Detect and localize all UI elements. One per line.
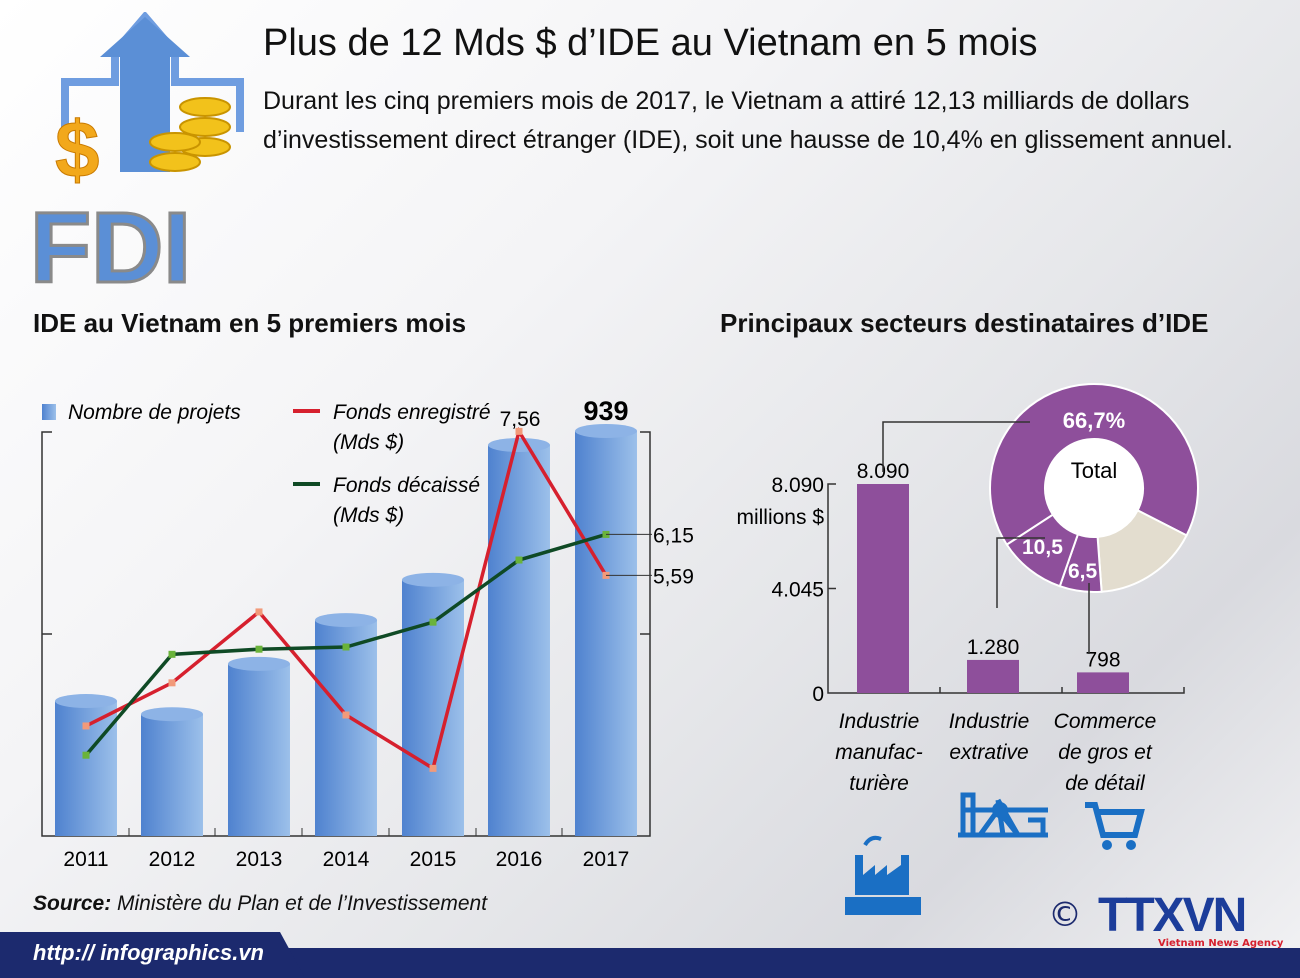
point-2012 xyxy=(168,650,176,658)
category-label: de détail xyxy=(1065,772,1146,795)
bar-cap xyxy=(228,656,290,671)
point-2015 xyxy=(429,618,437,626)
sector-bar xyxy=(967,659,1019,693)
left-chart-title: IDE au Vietnam en 5 premiers mois xyxy=(33,308,467,338)
logo-text: FDI xyxy=(30,192,191,292)
page-subtitle: Durant les cinq premiers mois de 2017, l… xyxy=(263,87,1233,154)
point-2016 xyxy=(515,556,523,564)
agency-subtitle: Vietnam News Agency xyxy=(1158,938,1284,949)
sector-bar xyxy=(1077,672,1129,693)
oil-pump-wheel xyxy=(992,802,1008,818)
point-2013 xyxy=(255,645,263,653)
category-label: extrative xyxy=(949,741,1028,764)
x-label: 2015 xyxy=(410,848,457,871)
slice-label: 6,5 xyxy=(1068,560,1098,583)
x-label: 2012 xyxy=(149,848,196,871)
category-label: Industrie xyxy=(949,710,1030,733)
bar-cap xyxy=(488,438,550,453)
y-tick: 0 xyxy=(812,683,824,706)
source-text: Ministère du Plan et de l’Investissement xyxy=(111,892,488,915)
x-label: 2014 xyxy=(323,848,370,871)
legend-bar-swatch xyxy=(42,404,56,420)
bar-cap xyxy=(55,694,117,709)
point-2016 xyxy=(515,427,523,435)
source-label: Source: xyxy=(33,892,112,915)
bar-cap xyxy=(402,572,464,587)
bar-2013 xyxy=(228,663,290,836)
category-label: de gros et xyxy=(1058,741,1153,764)
x-label: 2013 xyxy=(236,848,283,871)
bar-cap xyxy=(575,424,637,438)
bar-2011 xyxy=(55,701,117,836)
point-2011 xyxy=(82,751,90,759)
category-label: Industrie xyxy=(839,710,920,733)
legend-red-2: (Mds $) xyxy=(333,431,404,454)
bar-2012 xyxy=(141,714,203,836)
bar-2015 xyxy=(402,579,464,836)
cart-wheel xyxy=(1126,840,1136,850)
point-2014 xyxy=(342,643,350,651)
bar-2016 xyxy=(488,445,550,836)
fdi-combo-chart: Nombre de projets Fonds enregistré (Mds … xyxy=(41,396,694,871)
footer-bar xyxy=(0,932,1300,978)
leader-lines xyxy=(882,421,1090,654)
website-link[interactable]: http:// infographics.vn xyxy=(33,940,264,965)
point-2012 xyxy=(168,679,176,687)
x-label: 2016 xyxy=(496,848,543,871)
legend-green-1: Fonds décaissé xyxy=(333,474,480,497)
category-label: manufac- xyxy=(835,741,923,764)
bar-cap xyxy=(315,613,377,628)
y-axis-unit: millions $ xyxy=(736,506,824,529)
source-note: Source: Ministère du Plan et de l’Invest… xyxy=(33,892,487,916)
y-tick: 8.090 xyxy=(771,474,824,497)
factory-shape xyxy=(845,855,921,915)
right-chart-title: Principaux secteurs destinataires d’IDE xyxy=(720,308,1209,338)
donut-center-label: Total xyxy=(1071,458,1117,483)
donut-hole xyxy=(1045,439,1143,537)
point-2014 xyxy=(342,711,350,719)
svg-text:$: $ xyxy=(55,105,100,194)
point-2013 xyxy=(255,608,263,616)
smoke xyxy=(863,835,882,847)
bar-cap xyxy=(141,707,203,722)
fdi-logo: $ FDI xyxy=(29,12,244,292)
cart-body xyxy=(1085,802,1145,838)
category-label: Commerce xyxy=(1054,710,1157,733)
page-title: Plus de 12 Mds $ d’IDE au Vietnam en 5 m… xyxy=(263,22,1038,64)
y-tick: 4.045 xyxy=(771,579,824,602)
factory-icon xyxy=(845,835,921,915)
label-939: 939 xyxy=(583,396,628,426)
x-label: 2011 xyxy=(63,848,108,871)
copyright-symbol: © xyxy=(1048,895,1082,935)
point-2011 xyxy=(82,722,90,730)
shopping-cart-icon xyxy=(1085,802,1145,850)
category-label: turière xyxy=(849,772,909,795)
oil-pump-icon xyxy=(958,792,1048,838)
x-label: 2017 xyxy=(583,848,630,871)
sector-bar xyxy=(857,484,909,693)
label-7-56: 7,56 xyxy=(500,408,541,431)
slice-label: 66,7% xyxy=(1063,408,1125,433)
legend-bars: Nombre de projets xyxy=(68,401,241,424)
slice-label: 10,5 xyxy=(1022,536,1063,559)
agency-logo: TTXVN xyxy=(1098,889,1247,942)
bar-2017 xyxy=(575,431,637,836)
legend-red-1: Fonds enregistré xyxy=(333,401,491,424)
bar-value: 1.280 xyxy=(967,636,1020,659)
left-plot: 2011 2012 2013 2014 2015 2016 2017 939 7,56 6,15 5… xyxy=(41,396,694,871)
bar-value: 798 xyxy=(1085,648,1120,671)
cart-wheel xyxy=(1102,840,1112,850)
label-6-15: 6,15 xyxy=(653,524,694,547)
label-5-59: 5,59 xyxy=(653,565,694,588)
axes xyxy=(827,483,1185,694)
legend-green-2: (Mds $) xyxy=(333,504,404,527)
point-2015 xyxy=(429,764,437,772)
